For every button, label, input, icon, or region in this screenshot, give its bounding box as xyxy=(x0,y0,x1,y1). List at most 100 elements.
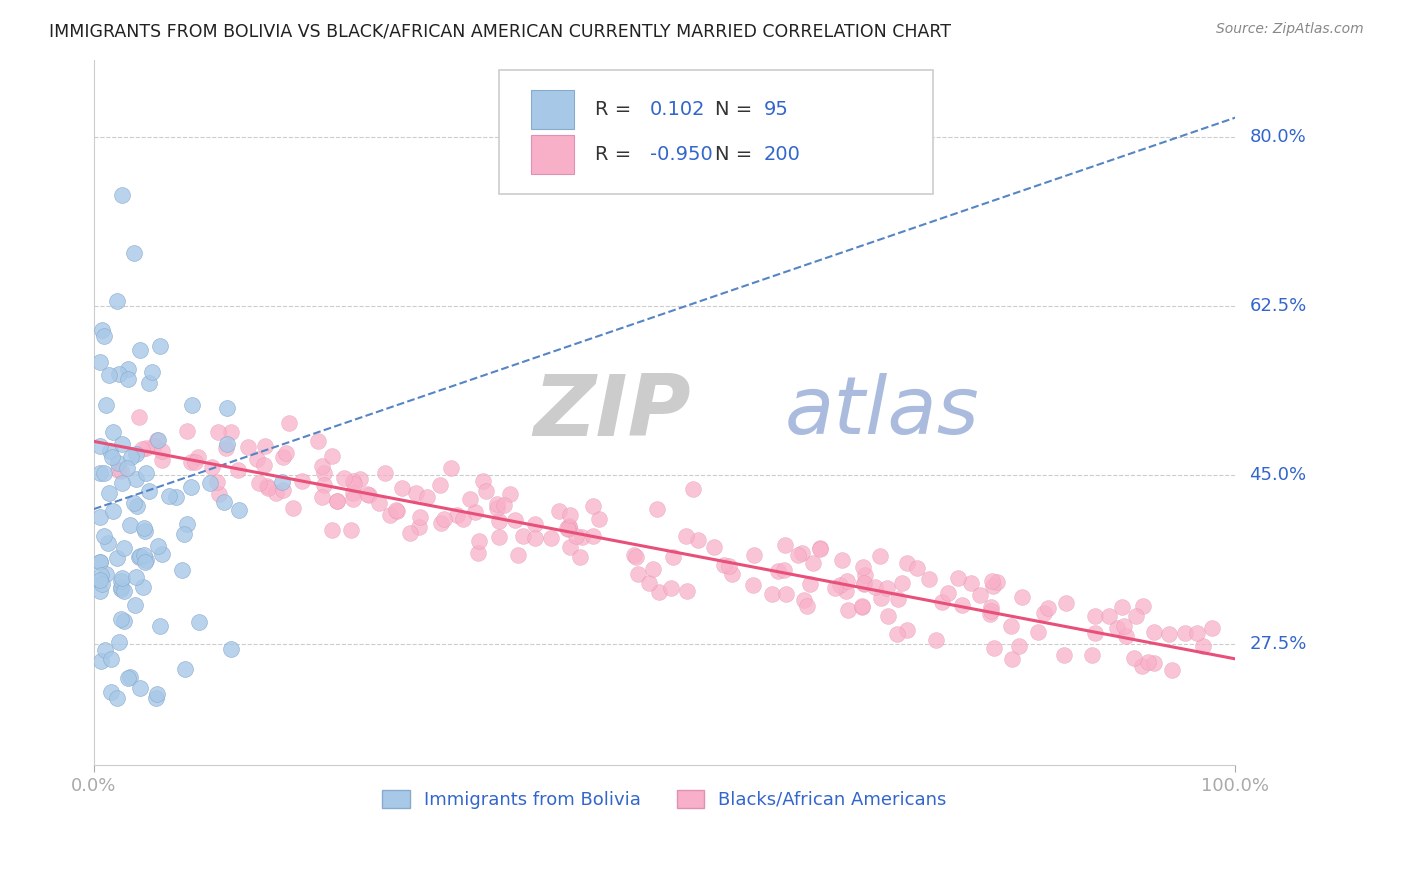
Point xyxy=(1143,625,1166,640)
Point xyxy=(146,539,169,553)
Point xyxy=(93,529,115,543)
Point xyxy=(150,453,173,467)
Point xyxy=(796,599,818,614)
Point xyxy=(863,580,886,594)
Point xyxy=(120,670,142,684)
Point xyxy=(134,524,156,539)
Point xyxy=(117,372,139,386)
Point xyxy=(703,540,725,554)
Point xyxy=(486,500,509,515)
Point xyxy=(775,587,797,601)
Point xyxy=(503,513,526,527)
Point xyxy=(228,503,250,517)
Point xyxy=(89,355,111,369)
Point xyxy=(1112,619,1135,633)
Point xyxy=(94,643,117,657)
Point xyxy=(391,482,413,496)
Point xyxy=(100,651,122,665)
Point xyxy=(742,549,765,563)
Point xyxy=(385,503,408,517)
Point xyxy=(93,329,115,343)
Point xyxy=(107,456,129,470)
Point xyxy=(1132,599,1154,613)
Point xyxy=(180,455,202,469)
Point xyxy=(488,514,510,528)
Point xyxy=(852,559,875,574)
Point xyxy=(876,609,898,624)
Point xyxy=(891,575,914,590)
Point xyxy=(853,568,876,582)
Point xyxy=(1008,639,1031,653)
Point xyxy=(278,417,301,431)
Point xyxy=(430,516,453,530)
Point xyxy=(111,437,134,451)
Point xyxy=(141,365,163,379)
Point xyxy=(271,475,294,490)
Point xyxy=(112,584,135,599)
Point xyxy=(165,491,187,505)
Point xyxy=(111,476,134,491)
Point xyxy=(828,578,851,592)
Point xyxy=(343,476,366,491)
Point xyxy=(398,526,420,541)
Point xyxy=(524,531,547,545)
Point xyxy=(110,571,132,585)
Point xyxy=(273,450,295,464)
Point xyxy=(110,580,132,594)
Point xyxy=(101,450,124,465)
Point xyxy=(799,577,821,591)
Point xyxy=(121,450,143,464)
Point xyxy=(429,478,451,492)
Point xyxy=(808,542,831,557)
Text: ZIP: ZIP xyxy=(533,371,690,454)
Point xyxy=(936,585,959,599)
FancyBboxPatch shape xyxy=(531,135,575,174)
Point xyxy=(148,434,170,448)
Point xyxy=(1143,656,1166,670)
Point xyxy=(249,476,271,491)
Point xyxy=(1000,619,1022,633)
Point xyxy=(558,519,581,533)
Point xyxy=(212,495,235,509)
Point xyxy=(356,487,378,501)
Point xyxy=(149,619,172,633)
Point xyxy=(499,487,522,501)
Point xyxy=(468,533,491,548)
Point xyxy=(112,615,135,629)
Point xyxy=(89,583,111,598)
Point xyxy=(405,486,427,500)
Point xyxy=(173,526,195,541)
Point xyxy=(264,485,287,500)
Point xyxy=(253,439,276,453)
Text: atlas: atlas xyxy=(785,374,979,451)
Text: Source: ZipAtlas.com: Source: ZipAtlas.com xyxy=(1216,22,1364,37)
Point xyxy=(638,576,661,591)
Point xyxy=(314,478,336,492)
Point xyxy=(100,685,122,699)
Point xyxy=(557,523,579,537)
Point xyxy=(89,574,111,588)
Point xyxy=(274,446,297,460)
Point xyxy=(257,481,280,495)
Point xyxy=(105,294,128,309)
Point xyxy=(645,501,668,516)
Point xyxy=(467,546,489,560)
Point xyxy=(571,530,593,544)
Point xyxy=(291,475,314,489)
Point xyxy=(721,566,744,581)
Point xyxy=(112,541,135,555)
Point xyxy=(1081,648,1104,663)
Point xyxy=(1084,609,1107,624)
Point xyxy=(1130,659,1153,673)
Point xyxy=(108,635,131,649)
Text: 27.5%: 27.5% xyxy=(1250,635,1306,653)
Point xyxy=(98,444,121,458)
Point xyxy=(101,425,124,439)
Point xyxy=(686,533,709,547)
Point xyxy=(90,568,112,582)
Point xyxy=(90,654,112,668)
Point xyxy=(787,548,810,562)
Point xyxy=(960,576,983,591)
Point xyxy=(1111,599,1133,614)
Point xyxy=(547,504,569,518)
